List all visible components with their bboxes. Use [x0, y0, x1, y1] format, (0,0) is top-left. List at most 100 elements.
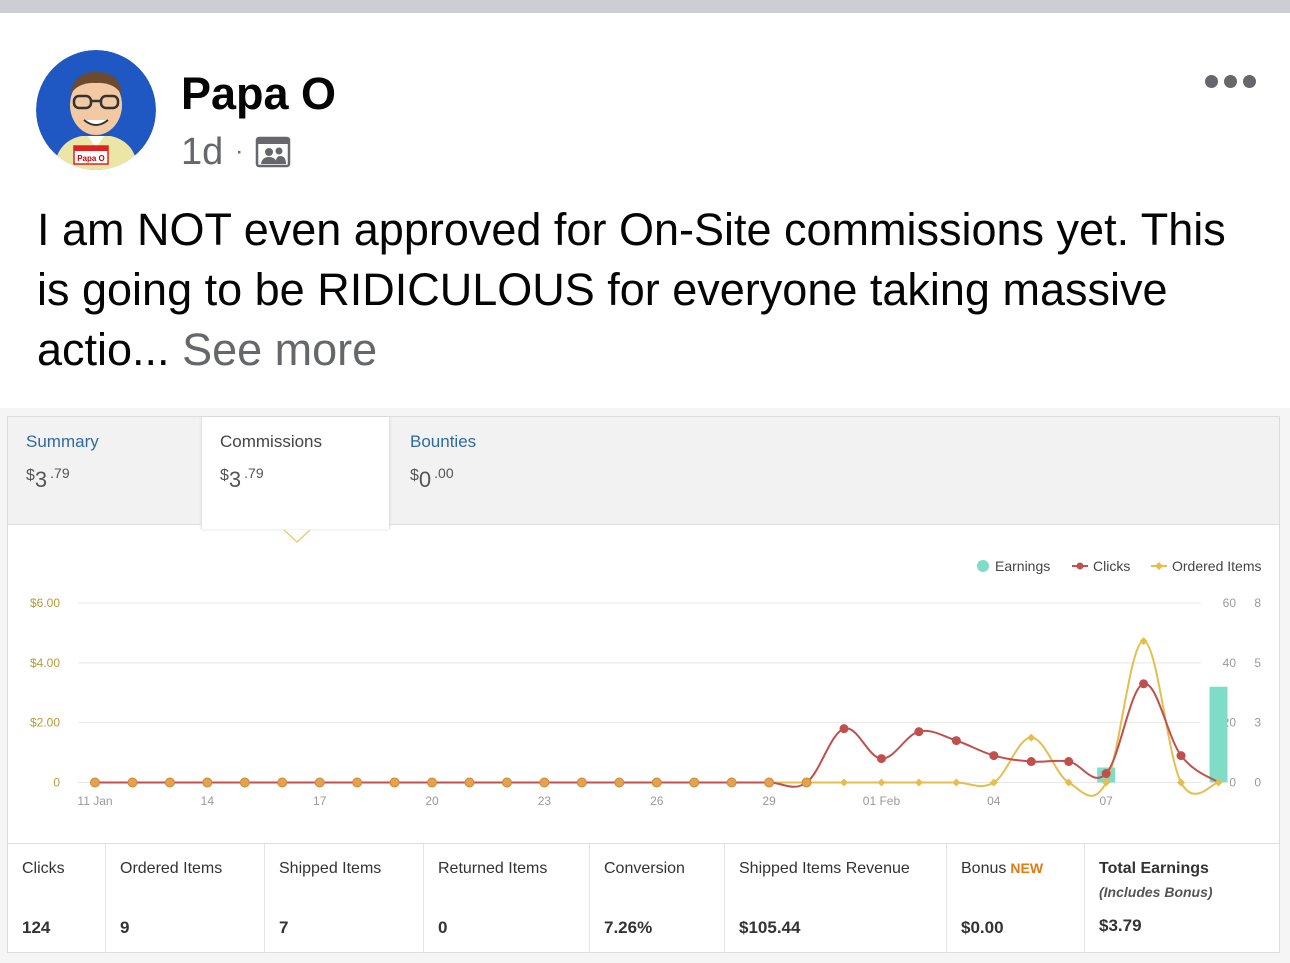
- ordered-items-point: [764, 777, 775, 788]
- clicks-point: [876, 754, 886, 764]
- clicks-point: [839, 724, 849, 734]
- stat-shipped-items: Shipped Items 7: [265, 844, 424, 953]
- currency-symbol: $: [410, 467, 419, 484]
- stat-value: 9: [120, 918, 130, 937]
- ordered-items-point: [1177, 778, 1186, 787]
- stat-value: 7: [279, 918, 289, 937]
- ordered-items-point: [952, 778, 961, 787]
- stat-bonus: Bonus NEW $0.00: [947, 844, 1085, 953]
- see-more-link[interactable]: See more: [182, 324, 378, 375]
- stat-label: Ordered Items: [120, 860, 223, 877]
- stats-table: Clicks 124 Ordered Items 9 Shipped Items…: [8, 843, 1279, 953]
- stat-total-earnings: Total Earnings (Includes Bonus) $3.79: [1085, 844, 1279, 953]
- stat-shipped-items-revenue: Shipped Items Revenue $105.44: [725, 844, 947, 953]
- stat-label: Shipped Items: [279, 860, 382, 877]
- post-body: I am NOT even approved for On-Site commi…: [37, 200, 1257, 380]
- y-left-tick-label: 0: [53, 776, 60, 790]
- ordered-items-point: [914, 778, 923, 787]
- stat-returned-items: Returned Items 0: [424, 844, 590, 953]
- stat-label: Shipped Items Revenue: [739, 860, 910, 877]
- attached-screenshot[interactable]: Summary $ 3 .79 Commissions $ 3 .79 Boun…: [0, 408, 1290, 963]
- x-tick-label: 17: [313, 794, 327, 808]
- cartoon-avatar-icon: Papa O: [36, 50, 156, 170]
- tab-commissions-label: Commissions: [220, 432, 323, 451]
- stat-ordered-items: Ordered Items 9: [106, 844, 265, 953]
- stat-sublabel: (Includes Bonus): [1099, 884, 1213, 900]
- ordered-items-point: [90, 777, 100, 788]
- author-name[interactable]: Papa O: [181, 68, 337, 119]
- stat-clicks: Clicks 124: [8, 844, 106, 953]
- post-text: I am NOT even approved for On-Site commi…: [37, 204, 1226, 375]
- avatar-badge-text: Papa O: [77, 154, 105, 163]
- earnings-chart[interactable]: 0 0 0$2.00 20 3$4.00 40 5$6.00 60 811 Jan 14 17 20 2…: [8, 526, 1279, 844]
- ordered-items-point: [389, 777, 400, 788]
- stat-value: 7.26%: [604, 918, 653, 937]
- ordered-items-point: [277, 777, 288, 788]
- amount-whole: 0: [418, 467, 432, 492]
- stat-label: Bonus NEW: [961, 860, 1043, 878]
- stat-value: $3.79: [1099, 916, 1142, 935]
- ordered-items-point: [127, 777, 138, 788]
- stat-value: 0: [438, 918, 448, 937]
- y-right-tick-label-items: 0: [1254, 776, 1261, 790]
- post-meta: 1d ·: [181, 130, 291, 174]
- tab-summary-label: Summary: [26, 432, 99, 451]
- legend-swatch-earnings: [977, 560, 989, 572]
- y-left-tick-label: $4.00: [30, 656, 60, 670]
- y-right-tick-label-clicks: 0: [1229, 776, 1236, 790]
- stat-conversion: Conversion 7.26%: [590, 844, 725, 953]
- clicks-point: [989, 751, 999, 761]
- tab-bounties[interactable]: Bounties $ 0 .00: [392, 417, 584, 525]
- x-tick-label: 01 Feb: [863, 794, 901, 808]
- stat-value: $105.44: [739, 918, 801, 937]
- ordered-items-point: [576, 777, 587, 788]
- y-left-tick-label: $6.00: [30, 596, 60, 610]
- author-avatar[interactable]: Papa O: [36, 50, 156, 170]
- ordered-items-point: [840, 778, 848, 787]
- legend-label-clicks: Clicks: [1093, 558, 1130, 574]
- x-tick-label: 26: [650, 794, 664, 808]
- legend-label-earnings: Earnings: [995, 558, 1050, 574]
- tab-summary[interactable]: Summary $ 3 .79: [8, 417, 200, 525]
- y-left-tick-label: $2.00: [30, 716, 60, 730]
- ordered-items-point: [651, 777, 662, 788]
- stat-label: Clicks: [22, 860, 65, 877]
- ordered-items-point: [352, 777, 363, 788]
- ordered-items-point: [239, 777, 250, 788]
- earnings-report-panel: Summary $ 3 .79 Commissions $ 3 .79 Boun…: [7, 416, 1280, 953]
- ordered-items-point: [1102, 778, 1111, 787]
- x-tick-label: 23: [538, 794, 552, 808]
- legend-swatch-clicks-dot: [1076, 562, 1084, 570]
- report-tabs: Summary $ 3 .79 Commissions $ 3 .79 Boun…: [8, 417, 1279, 529]
- ordered-items-point: [801, 777, 812, 788]
- x-tick-label: 11 Jan: [77, 794, 112, 808]
- clicks-point: [1101, 769, 1111, 779]
- ordered-items-point: [164, 777, 175, 788]
- stat-label: Total Earnings: [1099, 860, 1209, 877]
- ordered-items-point: [427, 777, 438, 788]
- ordered-items-point: [1139, 637, 1148, 646]
- x-tick-label: 07: [1099, 794, 1113, 808]
- friends-icon[interactable]: [255, 134, 291, 170]
- clicks-point: [951, 736, 961, 746]
- top-strip: [0, 0, 1290, 13]
- clicks-point: [1026, 757, 1036, 767]
- y-right-tick-label-items: 8: [1254, 596, 1261, 610]
- more-options-icon: [1223, 74, 1237, 88]
- tab-commissions[interactable]: Commissions $ 3 .79: [201, 417, 390, 529]
- clicks-point: [1139, 679, 1149, 689]
- more-options-button[interactable]: [1200, 64, 1260, 98]
- new-badge: NEW: [1010, 860, 1044, 876]
- tab-bounties-value: $ 0 .00: [410, 464, 566, 493]
- ordered-items-point: [539, 777, 550, 788]
- ordered-items-point: [1027, 733, 1036, 742]
- amount-whole: 3: [228, 467, 242, 492]
- ordered-items-point: [1064, 778, 1073, 787]
- clicks-point: [914, 727, 924, 737]
- post-timestamp[interactable]: 1d: [181, 130, 224, 173]
- ordered-items-point: [989, 778, 998, 787]
- legend-label-ordered-items: Ordered Items: [1172, 558, 1261, 574]
- amount-whole: 3: [34, 467, 48, 492]
- bonus-label: Bonus: [961, 860, 1007, 877]
- x-tick-label: 14: [201, 794, 215, 808]
